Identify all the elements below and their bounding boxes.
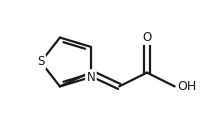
Text: S: S bbox=[37, 56, 45, 68]
Text: OH: OH bbox=[178, 80, 197, 93]
Text: O: O bbox=[142, 30, 152, 44]
Text: N: N bbox=[86, 71, 95, 84]
